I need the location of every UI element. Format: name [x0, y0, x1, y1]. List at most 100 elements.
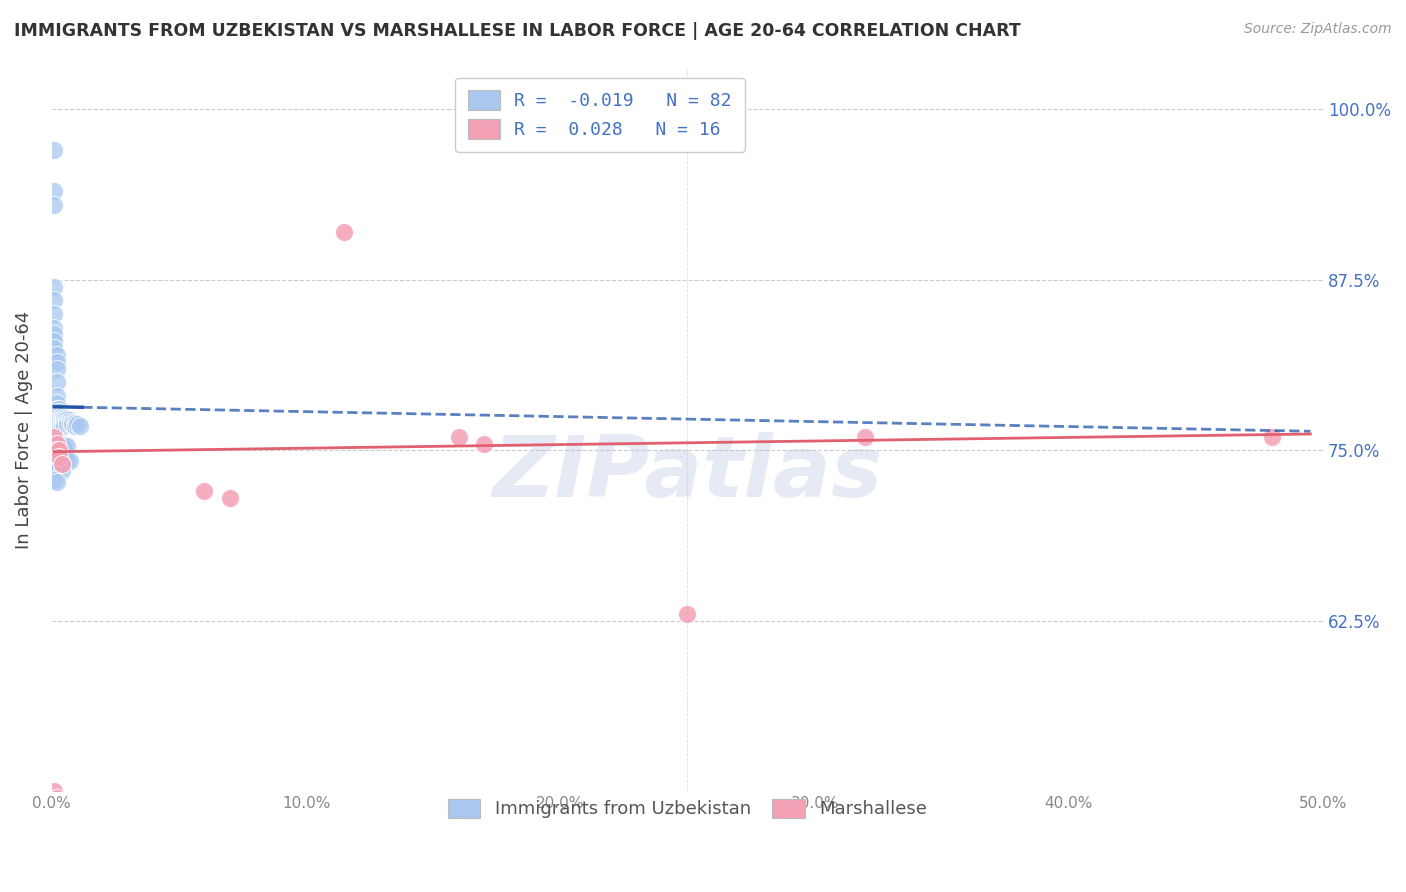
- Point: [193, 484, 215, 499]
- Point: [44, 459, 66, 474]
- Point: [855, 430, 877, 444]
- Point: [48, 449, 70, 463]
- Point: [48, 451, 70, 466]
- Point: [66, 417, 89, 432]
- Point: [447, 430, 470, 444]
- Point: [44, 293, 66, 308]
- Point: [51, 464, 73, 478]
- Point: [60, 417, 83, 432]
- Point: [44, 279, 66, 293]
- Point: [51, 415, 73, 429]
- Point: [45, 475, 67, 489]
- Point: [44, 144, 66, 158]
- Point: [44, 198, 66, 212]
- Point: [44, 334, 66, 349]
- Point: [51, 412, 73, 426]
- Point: [45, 436, 67, 450]
- Point: [45, 410, 67, 425]
- Point: [45, 348, 67, 362]
- Point: [45, 461, 67, 475]
- Point: [48, 402, 70, 417]
- Point: [45, 450, 67, 465]
- Point: [53, 418, 76, 433]
- Point: [45, 443, 67, 458]
- Point: [53, 438, 76, 452]
- Point: [45, 389, 67, 403]
- Point: [45, 375, 67, 389]
- Point: [44, 184, 66, 198]
- Point: [51, 436, 73, 450]
- Point: [48, 421, 70, 435]
- Point: [218, 491, 240, 505]
- Point: [44, 341, 66, 355]
- Point: [51, 409, 73, 424]
- Point: [51, 450, 73, 465]
- Text: ZIPatlas: ZIPatlas: [492, 432, 883, 515]
- Point: [60, 415, 83, 429]
- Point: [1261, 430, 1284, 444]
- Point: [45, 418, 67, 433]
- Point: [53, 451, 76, 466]
- Point: [44, 784, 66, 798]
- Point: [48, 424, 70, 438]
- Point: [51, 457, 73, 471]
- Point: [45, 355, 67, 369]
- Point: [56, 439, 79, 453]
- Point: [676, 607, 699, 621]
- Point: [53, 441, 76, 455]
- Point: [45, 402, 67, 417]
- Point: [48, 438, 70, 452]
- Point: [63, 416, 86, 430]
- Point: [48, 413, 70, 427]
- Point: [45, 395, 67, 409]
- Point: [48, 405, 70, 419]
- Point: [53, 410, 76, 425]
- Point: [48, 462, 70, 476]
- Point: [44, 433, 66, 447]
- Point: [48, 450, 70, 465]
- Point: [53, 416, 76, 430]
- Point: [45, 408, 67, 422]
- Point: [45, 439, 67, 453]
- Point: [48, 410, 70, 425]
- Point: [45, 416, 67, 430]
- Point: [51, 439, 73, 453]
- Legend: Immigrants from Uzbekistan, Marshallese: Immigrants from Uzbekistan, Marshallese: [440, 791, 935, 826]
- Point: [51, 453, 73, 467]
- Point: [58, 413, 80, 427]
- Point: [58, 416, 80, 430]
- Point: [44, 320, 66, 334]
- Point: [48, 443, 70, 458]
- Point: [45, 413, 67, 427]
- Point: [48, 418, 70, 433]
- Point: [45, 434, 67, 448]
- Point: [53, 413, 76, 427]
- Point: [48, 435, 70, 450]
- Point: [45, 447, 67, 461]
- Point: [48, 441, 70, 455]
- Point: [44, 327, 66, 342]
- Point: [44, 435, 66, 450]
- Point: [44, 474, 66, 488]
- Y-axis label: In Labor Force | Age 20-64: In Labor Force | Age 20-64: [15, 310, 32, 549]
- Point: [45, 361, 67, 376]
- Point: [48, 416, 70, 430]
- Point: [333, 225, 356, 239]
- Point: [44, 449, 66, 463]
- Point: [56, 412, 79, 426]
- Point: [44, 307, 66, 321]
- Text: IMMIGRANTS FROM UZBEKISTAN VS MARSHALLESE IN LABOR FORCE | AGE 20-64 CORRELATION: IMMIGRANTS FROM UZBEKISTAN VS MARSHALLES…: [14, 22, 1021, 40]
- Point: [58, 454, 80, 468]
- Point: [45, 405, 67, 419]
- Point: [51, 417, 73, 432]
- Point: [56, 417, 79, 432]
- Point: [56, 453, 79, 467]
- Point: [45, 791, 67, 805]
- Point: [63, 418, 86, 433]
- Point: [48, 408, 70, 422]
- Point: [472, 436, 495, 450]
- Point: [51, 420, 73, 434]
- Text: Source: ZipAtlas.com: Source: ZipAtlas.com: [1244, 22, 1392, 37]
- Point: [56, 415, 79, 429]
- Point: [44, 446, 66, 460]
